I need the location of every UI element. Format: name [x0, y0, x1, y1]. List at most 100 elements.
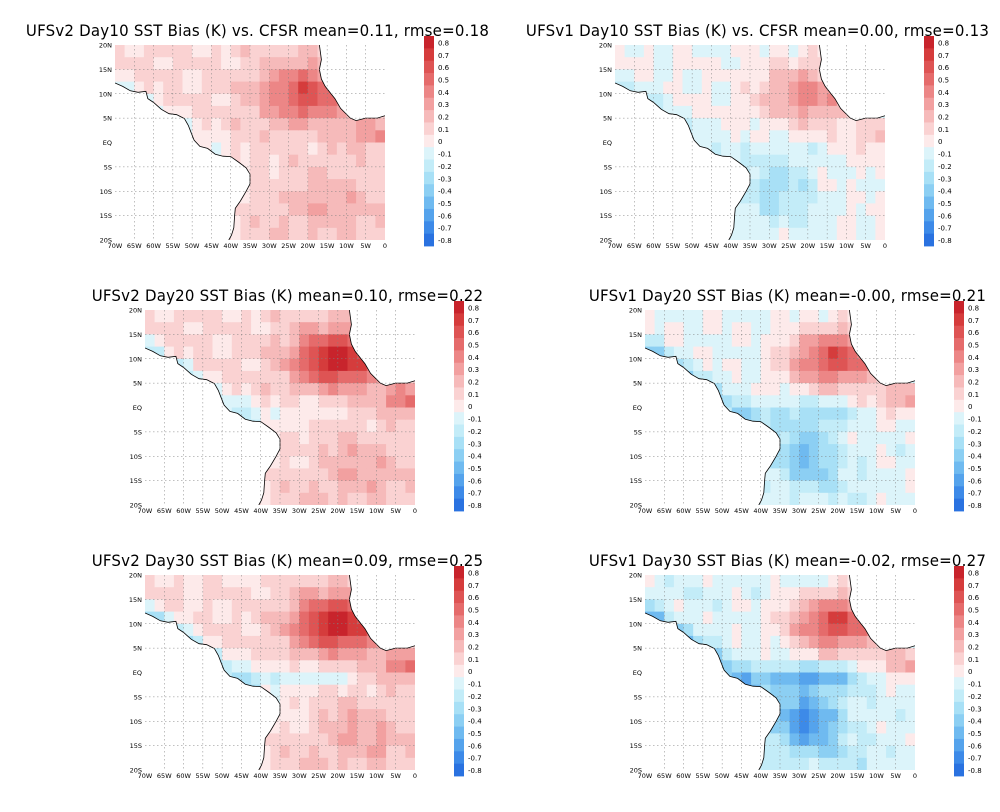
lon-tick-label: 60W [176, 772, 191, 780]
lat-tick-label: 5S [134, 428, 142, 436]
lat-tick-label: 20S [600, 237, 612, 245]
colorbar-label: -0.7 [468, 755, 482, 763]
lat-tick-label: 20N [599, 42, 612, 50]
colorbar-label: 0.4 [438, 89, 450, 97]
lon-tick-label: 0 [413, 507, 417, 515]
lon-tick-label: 30W [292, 772, 307, 780]
colorbar-cell [954, 387, 964, 401]
africa-land [849, 575, 915, 651]
colorbar-cell [924, 97, 934, 111]
colorbar-cell [454, 726, 464, 740]
colorbar-label: 0.7 [938, 52, 949, 60]
colorbar-cell [954, 566, 964, 579]
gridlines [645, 310, 915, 505]
colorbar-cell [454, 362, 464, 376]
lon-tick-label: 65W [657, 507, 672, 515]
lon-tick-label: 20W [331, 507, 346, 515]
colorbar-cell [424, 110, 434, 123]
colorbar-label: 0.1 [468, 391, 479, 399]
gridlines [145, 575, 415, 770]
gridlines [145, 310, 415, 505]
lon-tick-label: 55W [696, 507, 711, 515]
lon-tick-label: 35W [773, 507, 788, 515]
colorbar-cell [424, 233, 434, 247]
colorbar-label: -0.3 [468, 705, 482, 713]
colorbar-cell [954, 751, 964, 765]
lon-tick-label: 70W [608, 242, 623, 250]
lat-tick-label: 5N [133, 645, 142, 653]
colorbar-cell [424, 184, 434, 197]
colorbar-cell [924, 122, 934, 136]
colorbar-cell [454, 301, 464, 314]
colorbar-label: -0.1 [968, 416, 982, 424]
colorbar-cell [454, 763, 464, 777]
lon-tick-label: 60W [676, 507, 691, 515]
lon-tick-label: 20W [831, 772, 846, 780]
colorbar-cell [954, 677, 964, 690]
lon-tick-label: 0 [383, 242, 387, 250]
colorbar-cell [424, 85, 434, 99]
colorbar-label: -0.5 [968, 465, 982, 473]
colorbar-cell [924, 208, 934, 222]
lon-tick-label: 15W [350, 507, 365, 515]
colorbar: 0.8 0.7 0.6 0.5 0.4 0.3 0.2 0.1 0 -0.1 -0.2 -0.3 -0.… [954, 301, 982, 512]
lon-tick-label: 50W [215, 507, 230, 515]
colorbar-label: -0.7 [468, 490, 482, 498]
colorbar-label: 0.1 [968, 656, 979, 664]
lat-tick-label: EQ [603, 139, 612, 147]
colorbar-label: -0.8 [438, 237, 452, 245]
colorbar-label: 0.4 [938, 89, 950, 97]
colorbar-label: -0.4 [968, 453, 982, 461]
colorbar-cell [954, 578, 964, 592]
colorbar-label: -0.3 [438, 175, 452, 183]
panel-title: UFSv1 Day20 SST Bias (K) mean=-0.00, rms… [588, 286, 987, 306]
lat-tick-label: 20S [130, 767, 142, 775]
lon-tick-label: 45W [234, 772, 249, 780]
colorbar-cell [954, 763, 964, 777]
map-panel: UFSv2 Day10 SST Bias (K) vs. CFSR mean=0… [20, 22, 500, 282]
colorbar: 0.8 0.7 0.6 0.5 0.4 0.3 0.2 0.1 0 -0.1 -0.2 -0.3 -0.… [954, 566, 982, 777]
lon-tick-label: 5W [390, 507, 401, 515]
lon-tick-label: 15W [350, 772, 365, 780]
africa-land [349, 575, 415, 651]
colorbar-cell [954, 603, 964, 616]
lon-tick-label: 35W [773, 772, 788, 780]
lon-tick-label: 45W [734, 507, 749, 515]
lon-tick-label: 20W [301, 242, 316, 250]
colorbar-label: -0.4 [468, 718, 482, 726]
lat-tick-label: EQ [133, 669, 142, 677]
lat-tick-label: 20N [629, 572, 642, 580]
colorbar-label: -0.5 [938, 200, 952, 208]
lat-tick-label: 5S [134, 693, 142, 701]
africa-land [319, 45, 385, 121]
colorbar-cell [954, 486, 964, 500]
colorbar-label: -0.1 [968, 681, 982, 689]
south-america-coastline [145, 612, 281, 770]
colorbar-cell [924, 233, 934, 247]
colorbar-cell [424, 159, 434, 173]
lat-tick-label: 10S [130, 453, 142, 461]
lon-tick-label: 35W [273, 772, 288, 780]
colorbar-cell [454, 325, 464, 339]
lat-tick-label: 10S [100, 188, 112, 196]
lat-tick-label: 15N [629, 331, 642, 339]
colorbar-label: 0.5 [968, 606, 979, 614]
colorbar-cell [454, 473, 464, 487]
colorbar-label: -0.8 [968, 502, 982, 510]
colorbar-label: -0.8 [468, 502, 482, 510]
colorbar-cell [454, 738, 464, 752]
lat-tick-label: 5S [604, 163, 612, 171]
lon-tick-label: 55W [196, 507, 211, 515]
colorbar-cell [424, 208, 434, 222]
colorbar-cell [924, 147, 934, 160]
colorbar-cell [954, 449, 964, 462]
colorbar-cell [454, 566, 464, 579]
colorbar-label: -0.7 [438, 225, 452, 233]
colorbar-cell [954, 664, 964, 678]
lon-tick-label: 25W [281, 242, 296, 250]
colorbar-label: 0.5 [468, 606, 479, 614]
colorbar-cell [954, 313, 964, 327]
colorbar-cell [454, 436, 464, 450]
